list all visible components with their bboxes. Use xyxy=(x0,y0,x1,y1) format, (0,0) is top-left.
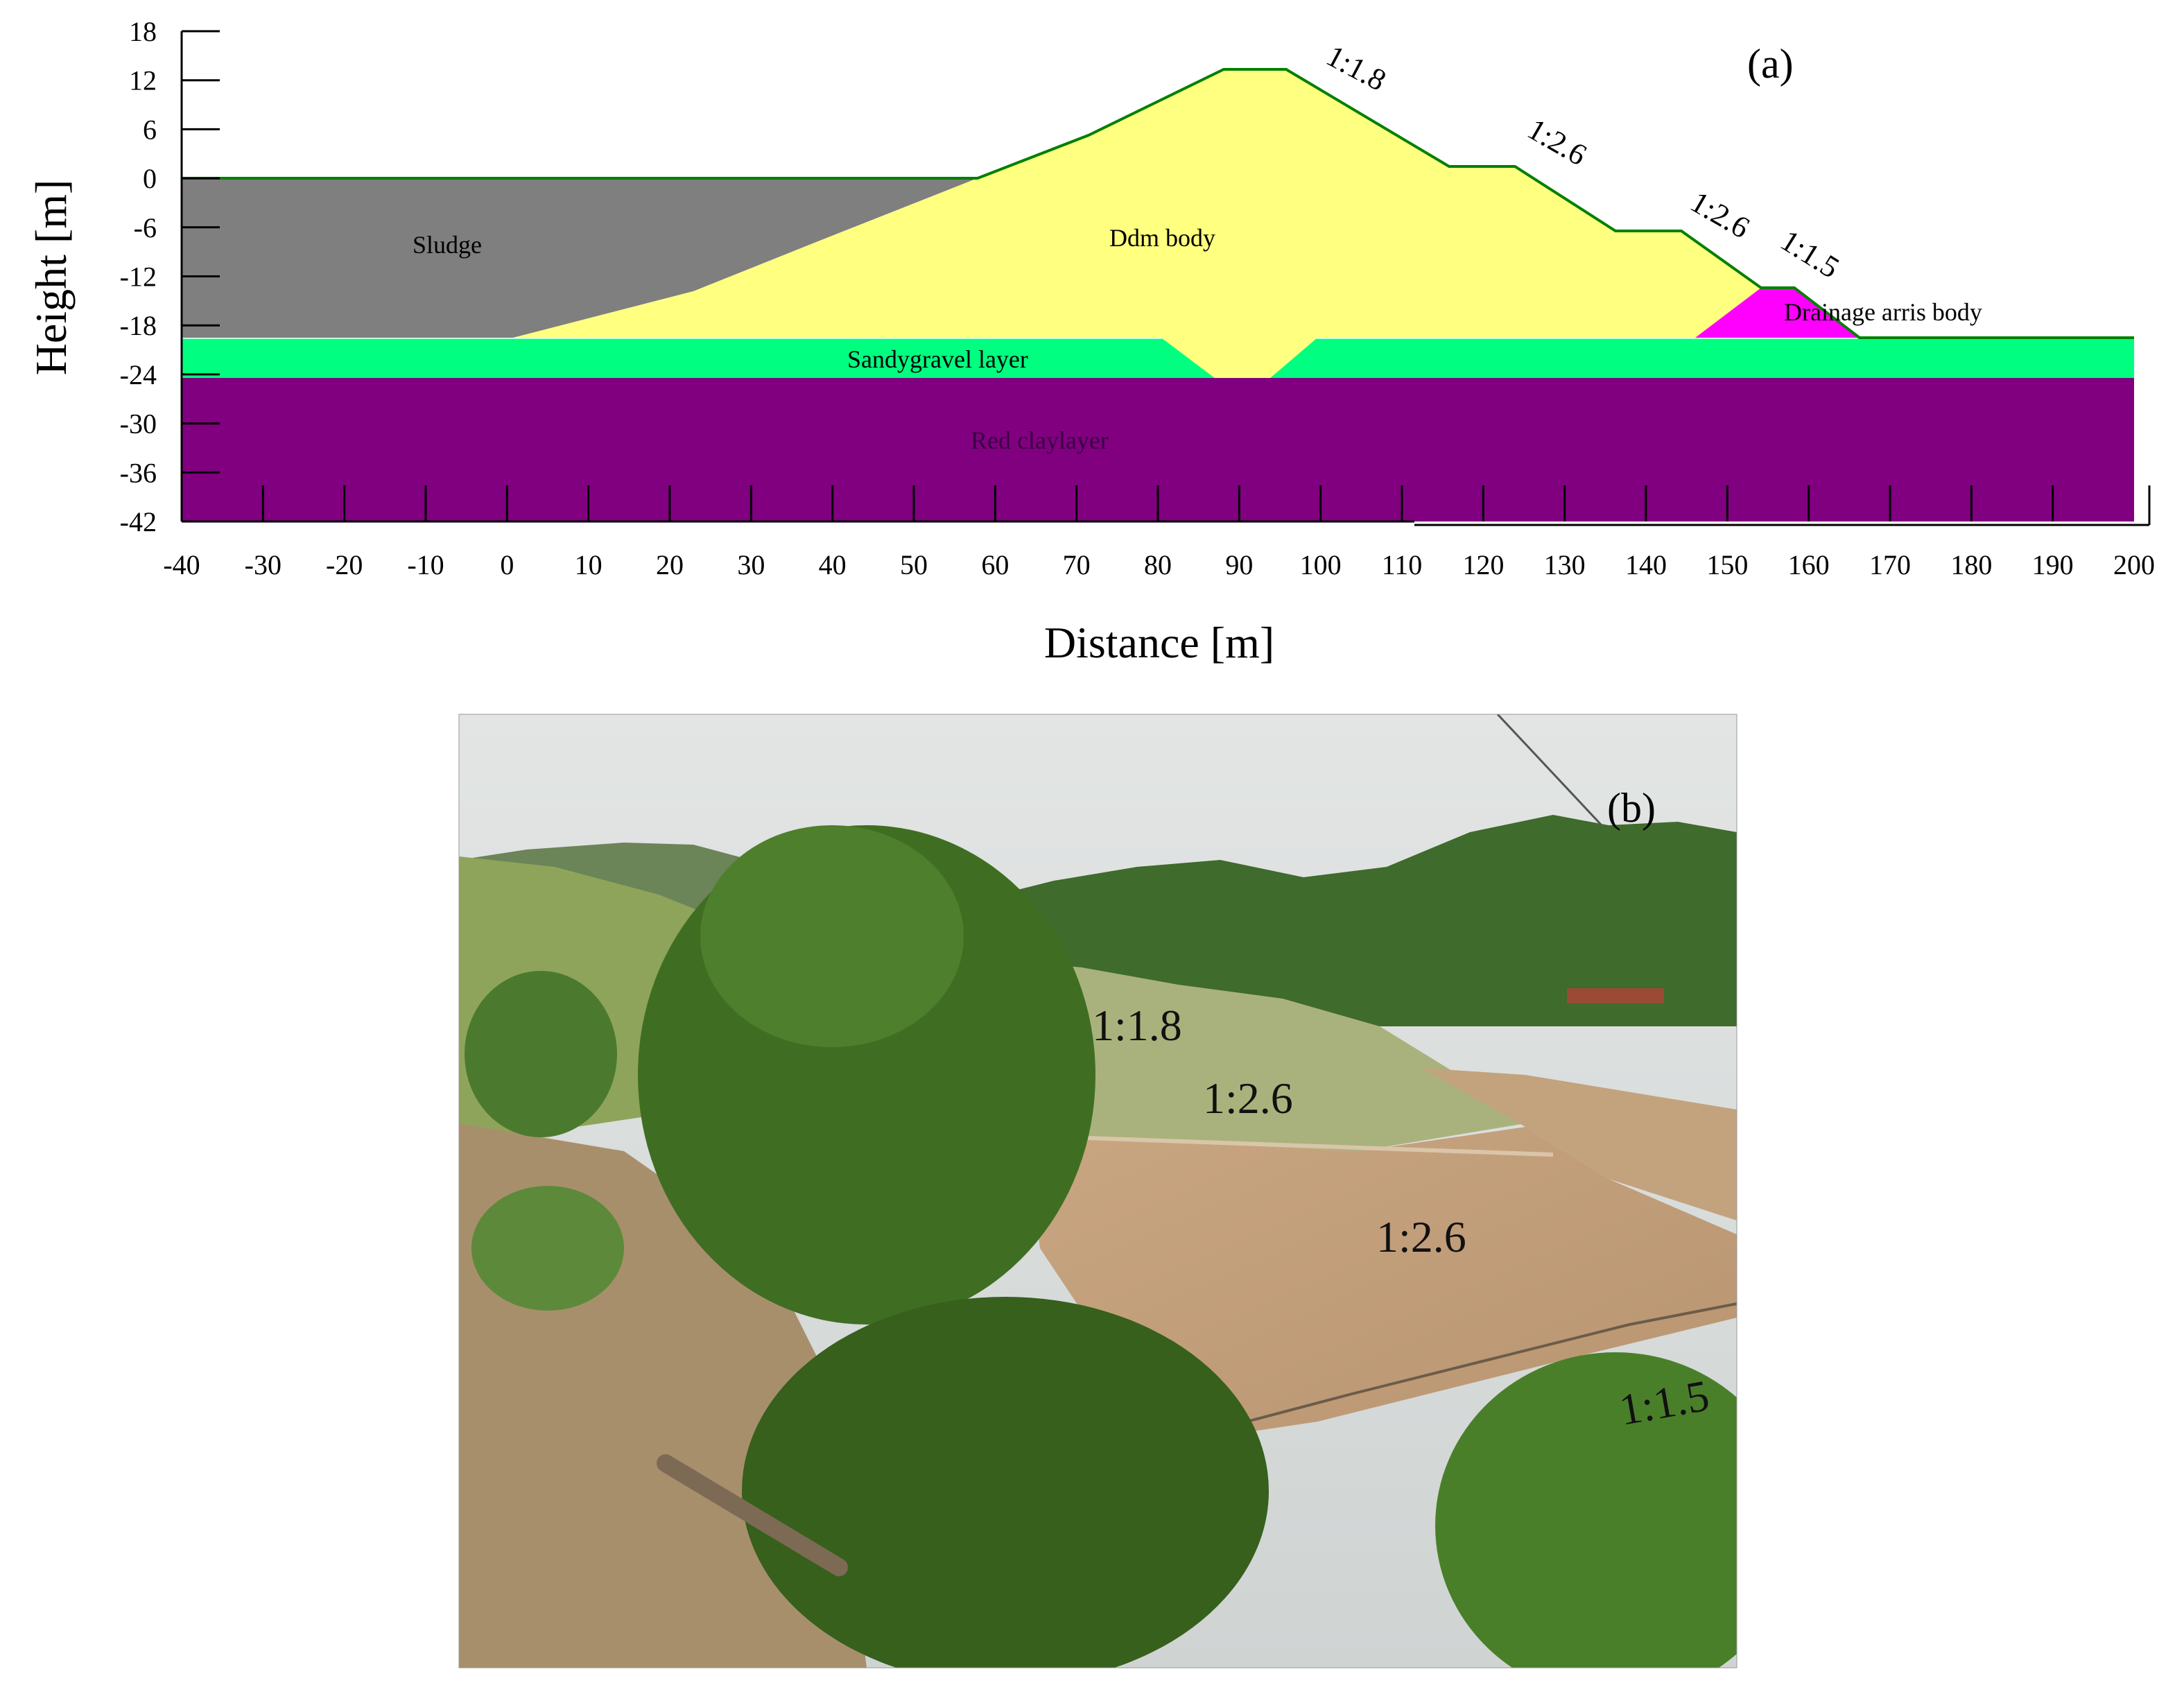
x-tick-label: -20 xyxy=(326,549,363,580)
x-tick-label: 180 xyxy=(1950,549,1992,580)
y-axis-title: Height [m] xyxy=(26,180,76,376)
photo-building xyxy=(1567,988,1664,1003)
dam-body-label: Ddm body xyxy=(1109,224,1215,252)
x-tick-label: 40 xyxy=(819,549,847,580)
x-tick-label: 130 xyxy=(1544,549,1586,580)
photo-upper-berm-soil xyxy=(1421,1068,1737,1221)
photo-bush-left-low xyxy=(471,1186,624,1311)
x-tick-label: 70 xyxy=(1063,549,1091,580)
photo-slope-label-1: 1:1.8 xyxy=(1092,1001,1182,1050)
drainage-label: Drainage arris body xyxy=(1784,298,1982,326)
x-inner-ticks xyxy=(261,485,2054,521)
dam-body-region xyxy=(513,69,1761,378)
x-axis-title: Distance [m] xyxy=(1044,618,1274,667)
x-tick-label: 170 xyxy=(1869,549,1911,580)
x-tick-label: 160 xyxy=(1788,549,1830,580)
y-tick-label: 6 xyxy=(143,114,157,145)
photo-berm-road xyxy=(1067,1135,1554,1157)
slope-label-2: 1:2.6 xyxy=(1522,112,1593,172)
slope-label-4: 1:1.5 xyxy=(1775,223,1846,285)
drainage-region xyxy=(1695,288,1860,338)
y-tick-label: -6 xyxy=(134,212,157,243)
sandy-gravel-region-left xyxy=(182,338,1215,378)
x-tick-label: 120 xyxy=(1462,549,1504,580)
x-tick-label: -30 xyxy=(245,549,281,580)
y-ticks: 18 12 6 0 -6 -12 -18 -24 -30 -36 -42 xyxy=(120,16,220,537)
photo-bush-left xyxy=(465,971,617,1137)
x-ticks: -40 -30 -20 -10 0 10 20 30 40 50 60 70 80 90 100 110 120… xyxy=(163,549,2155,580)
y-tick-label: -24 xyxy=(120,359,157,390)
y-tick-label: 12 xyxy=(129,65,157,96)
x-tick-label: -40 xyxy=(163,549,200,580)
x-tick-label: 10 xyxy=(575,549,603,580)
x-tick-label: -10 xyxy=(407,549,444,580)
y-tick-label: 18 xyxy=(129,16,157,47)
x-tick-label: 0 xyxy=(500,549,514,580)
x-tick-label: 60 xyxy=(981,549,1009,580)
y-tick-label: -30 xyxy=(120,408,157,440)
panel-b-photo: (b) 1:1.8 1:2.6 1:2.6 1:1.5 xyxy=(458,714,1737,1669)
sludge-label: Sludge xyxy=(413,231,482,259)
photo-power-line xyxy=(1496,714,1603,827)
photo-tree-center-top xyxy=(700,825,964,1047)
photo-grass-slope xyxy=(1005,960,1525,1151)
y-tick-label: 0 xyxy=(143,163,157,194)
x-tick-label: 50 xyxy=(900,549,928,580)
x-tick-label: 20 xyxy=(656,549,684,580)
panel-a-label: (a) xyxy=(1747,41,1794,87)
red-clay-label: Red claylayer xyxy=(971,426,1109,454)
x-tick-label: 200 xyxy=(2113,549,2155,580)
y-tick-label: -12 xyxy=(120,261,157,293)
sludge-region xyxy=(182,178,978,338)
photo-slope-label-3: 1:2.6 xyxy=(1376,1212,1466,1261)
photo-frame xyxy=(458,714,1737,1669)
sandy-gravel-region-right xyxy=(1270,338,2134,378)
x-tick-label: 90 xyxy=(1225,549,1253,580)
y-tick-label: -42 xyxy=(120,506,157,537)
x-tick-label: 80 xyxy=(1144,549,1172,580)
slope-label-3: 1:2.6 xyxy=(1685,184,1756,245)
x-tick-label: 30 xyxy=(737,549,765,580)
x-tick-label: 150 xyxy=(1706,549,1748,580)
photo-tree-bottom xyxy=(742,1297,1269,1668)
dam-surface-outline xyxy=(182,68,2134,339)
x-tick-label: 110 xyxy=(1382,549,1423,580)
panel-b-label: (b) xyxy=(1607,785,1656,831)
x-tick-label: 100 xyxy=(1300,549,1342,580)
slope-label-1: 1:1.8 xyxy=(1321,39,1392,98)
photo-slope-label-2: 1:2.6 xyxy=(1203,1074,1293,1123)
photo-hills-right xyxy=(971,815,1737,1026)
y-tick-label: -36 xyxy=(120,457,157,488)
y-tick-label: -18 xyxy=(120,310,157,341)
photo-log xyxy=(657,1454,848,1576)
photo-fence xyxy=(1220,1302,1737,1430)
sandy-gravel-label: Sandygravel layer xyxy=(847,345,1028,373)
photo-tree-bottom-right xyxy=(1435,1352,1737,1668)
x-tick-label: 140 xyxy=(1625,549,1667,580)
x-tick-label: 190 xyxy=(2032,549,2074,580)
